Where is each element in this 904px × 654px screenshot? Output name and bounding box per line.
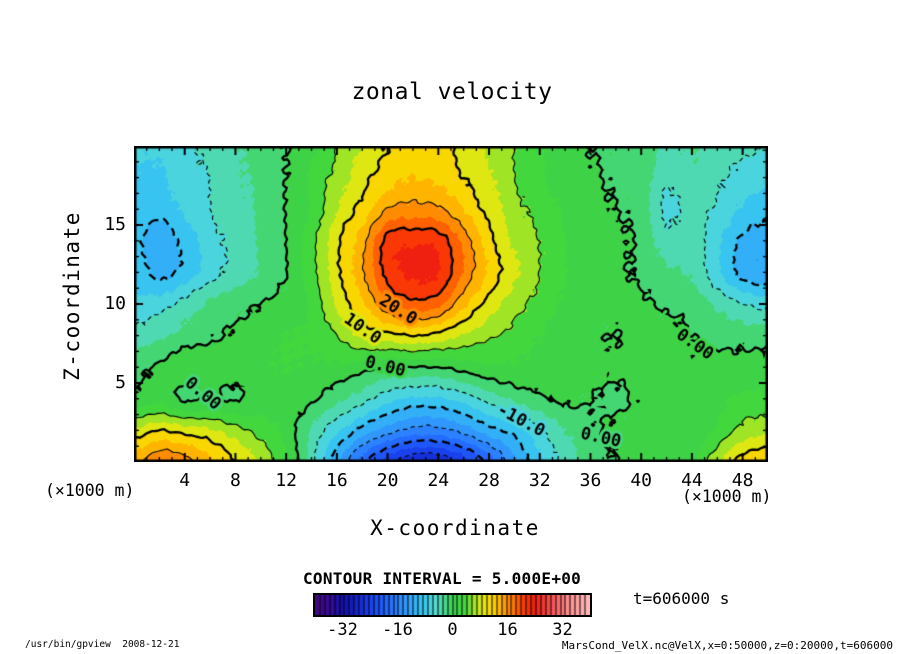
z-tick-label: 15 xyxy=(104,214,126,235)
colorbar-tick-label: 0 xyxy=(447,620,458,640)
x-tick-label: 8 xyxy=(230,470,241,491)
colorbar xyxy=(313,593,592,617)
x-tick-label: 12 xyxy=(275,470,297,491)
footer-file-info: MarsCond_VelX.nc@VelX,x=0:50000,z=0:2000… xyxy=(561,639,893,652)
z-tick-label: 5 xyxy=(115,372,126,393)
footer-command-date: /usr/bin/gpview 2008-12-21 xyxy=(25,639,180,650)
x-tick-label: 44 xyxy=(681,470,703,491)
x-tick-label: 20 xyxy=(376,470,399,491)
x-tick-label: 16 xyxy=(326,470,348,491)
colorbar-tick-label: -16 xyxy=(382,620,413,640)
z-tick-label: 10 xyxy=(104,293,126,314)
x-tick-label: 28 xyxy=(478,470,500,491)
x-axis-unit-note: (×1000 m) xyxy=(682,487,772,506)
colorbar-stripes xyxy=(315,595,590,615)
contour-interval-text: CONTOUR INTERVAL = 5.000E+00 xyxy=(303,569,582,588)
z-axis-unit-note: (×1000 m) xyxy=(45,481,135,500)
time-label: t=606000 s xyxy=(633,589,730,608)
colorbar-tick-label: 16 xyxy=(497,620,518,640)
x-tick-label: 4 xyxy=(179,470,191,491)
x-tick-label: 40 xyxy=(630,470,653,491)
colorbar-tick-label: -32 xyxy=(327,620,358,640)
x-tick-label: 36 xyxy=(579,470,602,491)
chart-title: zonal velocity xyxy=(351,79,553,105)
x-tick-label: 24 xyxy=(427,470,450,491)
x-axis-label: X-coordinate xyxy=(370,516,540,540)
x-tick-label: 48 xyxy=(731,470,754,491)
x-tick-label: 32 xyxy=(528,470,551,491)
contour-plot-canvas xyxy=(134,146,768,462)
colorbar-tick-label: 32 xyxy=(552,620,573,640)
